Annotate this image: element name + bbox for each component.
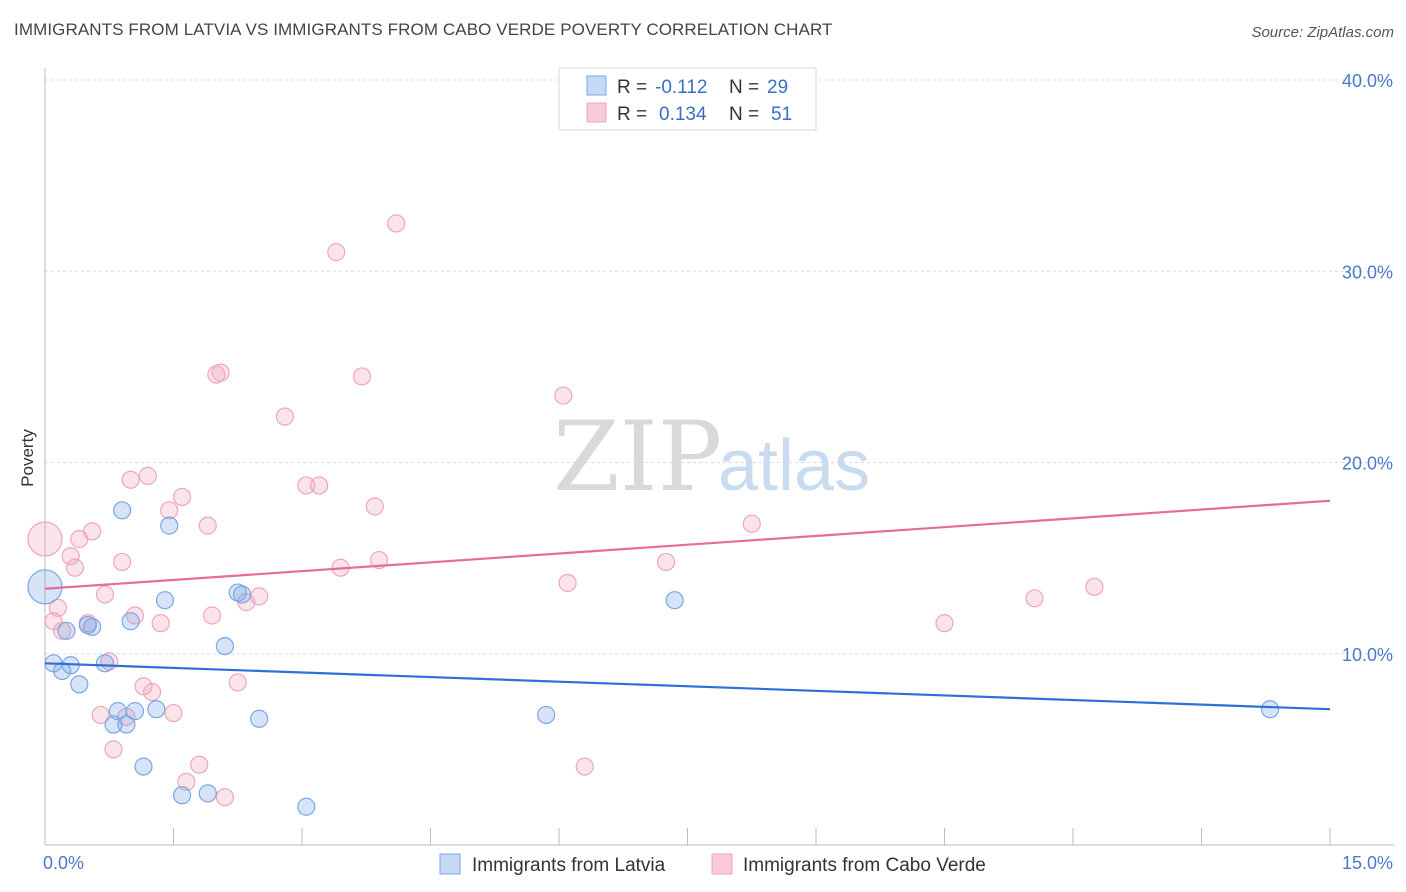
- point-cabo-verde: [104, 740, 123, 759]
- y-tick-label: 20.0%: [1342, 454, 1393, 474]
- point-latvia: [172, 786, 192, 805]
- grid-lines: [45, 79, 1394, 655]
- point-cabo-verde: [1085, 577, 1104, 596]
- point-cabo-verde: [215, 788, 234, 807]
- point-cabo-verde: [575, 757, 594, 776]
- point-latvia: [665, 591, 684, 610]
- point-cabo-verde: [138, 466, 157, 485]
- point-latvia: [95, 654, 115, 673]
- point-cabo-verde: [95, 585, 115, 604]
- data-points: [27, 214, 1280, 816]
- point-latvia: [112, 501, 132, 520]
- point-cabo-verde: [370, 550, 389, 570]
- point-cabo-verde: [91, 705, 110, 725]
- point-cabo-verde: [935, 614, 954, 633]
- point-cabo-verde: [48, 598, 67, 617]
- point-cabo-verde: [164, 703, 183, 723]
- trend-lines: [44, 499, 1331, 711]
- point-latvia: [121, 612, 140, 631]
- point-cabo-verde: [275, 407, 294, 426]
- point-cabo-verde: [327, 243, 346, 262]
- trend-line-latvia: [44, 662, 1331, 711]
- point-latvia: [198, 784, 217, 803]
- point-cabo-verde: [558, 573, 577, 593]
- axes: [44, 68, 1394, 846]
- bottom-legend-label-latvia: Immigrants from Latvia: [472, 855, 666, 876]
- point-cabo-verde: [554, 386, 573, 405]
- point-cabo-verde: [228, 673, 247, 692]
- point-cabo-verde: [53, 621, 72, 640]
- point-cabo-verde: [172, 487, 192, 507]
- point-cabo-verde: [656, 552, 676, 572]
- legend-r-label-latvia: R =: [617, 77, 647, 98]
- point-cabo-verde: [387, 214, 406, 233]
- bottom-legend-label-cabo-verde: Immigrants from Cabo Verde: [743, 855, 986, 876]
- y-tick-labels: 10.0% 20.0% 30.0% 40.0%: [1342, 71, 1393, 665]
- legend-n-label-latvia: N =: [729, 77, 759, 98]
- point-cabo-verde: [202, 606, 222, 625]
- correlation-legend: R = -0.112 N = 29 R = 0.134 N = 51: [558, 67, 817, 131]
- y-tick-label: 40.0%: [1342, 71, 1393, 91]
- source-credit: Source: ZipAtlas.com: [1251, 24, 1394, 41]
- point-cabo-verde: [352, 367, 372, 386]
- point-cabo-verde: [121, 470, 140, 489]
- point-cabo-verde: [365, 497, 384, 516]
- legend-swatch-latvia: [586, 75, 607, 96]
- legend-n-value-cabo-verde: 51: [771, 104, 792, 125]
- legend-r-value-cabo-verde: 0.134: [659, 104, 707, 125]
- point-latvia: [537, 705, 556, 725]
- point-latvia: [70, 675, 89, 694]
- point-latvia: [160, 516, 179, 535]
- point-cabo-verde: [250, 587, 269, 606]
- point-cabo-verde: [1025, 589, 1044, 608]
- point-cabo-verde: [297, 476, 316, 495]
- point-cabo-verde: [61, 547, 80, 566]
- chart-title: IMMIGRANTS FROM LATVIA VS IMMIGRANTS FRO…: [14, 20, 833, 39]
- point-cabo-verde: [65, 558, 85, 577]
- legend-swatch-cabo-verde: [586, 102, 607, 123]
- point-latvia: [215, 636, 234, 656]
- x-tick-labels: 0.0% 15.0%: [43, 853, 1393, 873]
- legend-r-label-cabo-verde: R =: [617, 104, 647, 125]
- y-axis-label: Poverty: [18, 429, 37, 487]
- watermark-atlas: atlas: [718, 426, 870, 506]
- point-latvia: [250, 709, 269, 728]
- point-cabo-verde: [211, 363, 230, 382]
- point-cabo-verde: [112, 552, 132, 572]
- point-latvia: [297, 797, 316, 816]
- y-tick-label: 30.0%: [1342, 262, 1393, 282]
- watermark-zip: ZIP: [553, 401, 722, 513]
- point-cabo-verde: [142, 682, 162, 702]
- point-latvia: [134, 757, 153, 776]
- point-latvia: [147, 700, 166, 719]
- point-latvia: [117, 715, 136, 734]
- y-tick-label: 10.0%: [1342, 645, 1393, 665]
- point-latvia: [1260, 700, 1280, 719]
- point-latvia: [232, 585, 252, 604]
- trend-line-cabo-verde: [44, 499, 1331, 590]
- point-cabo-verde: [83, 522, 102, 541]
- point-cabo-verde: [151, 614, 170, 633]
- bottom-legend-swatch-cabo-verde: [711, 853, 733, 875]
- x-tick-label: 15.0%: [1342, 853, 1393, 873]
- point-latvia: [83, 617, 102, 637]
- point-latvia: [155, 591, 175, 610]
- legend-r-value-latvia: -0.112: [655, 77, 707, 98]
- point-latvia: [104, 715, 123, 734]
- point-cabo-verde: [742, 514, 761, 533]
- point-latvia: [57, 621, 76, 640]
- point-cabo-verde: [190, 755, 209, 774]
- point-cabo-verde: [160, 501, 179, 520]
- point-cabo-verde: [177, 772, 196, 791]
- bottom-legend-swatch-latvia: [439, 853, 461, 875]
- point-cabo-verde: [27, 521, 63, 557]
- legend-n-value-latvia: 29: [767, 77, 788, 98]
- point-cabo-verde: [198, 516, 217, 535]
- point-cabo-verde: [310, 476, 329, 495]
- series-legend: Immigrants from Latvia Immigrants from C…: [439, 853, 986, 876]
- point-latvia: [125, 702, 145, 721]
- x-tick-label: 0.0%: [43, 853, 84, 873]
- legend-n-label-cabo-verde: N =: [729, 104, 759, 125]
